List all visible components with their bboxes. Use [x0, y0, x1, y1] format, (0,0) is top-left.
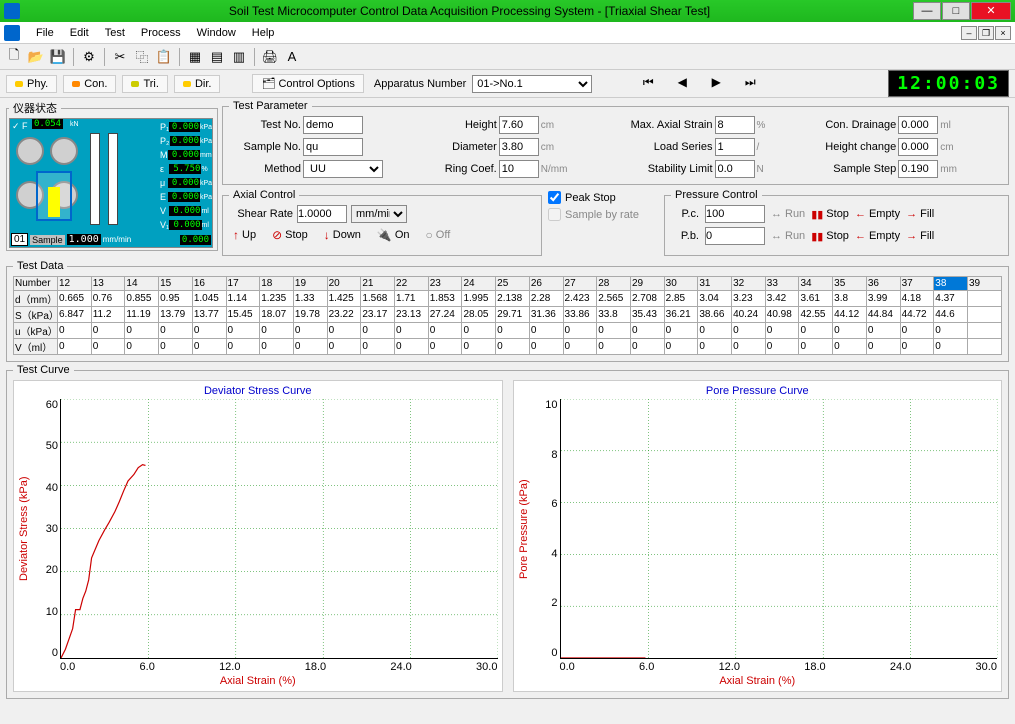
instrument-number: 01 — [11, 233, 28, 246]
axial-control-panel: Axial Control Shear Rate mm/min ↑Up ⊘Sto… — [222, 189, 542, 256]
mdi-close-button[interactable]: × — [995, 26, 1011, 40]
pb-input[interactable] — [705, 227, 765, 245]
stability-input[interactable] — [715, 160, 755, 178]
shear-rate-unit-select[interactable]: mm/min — [351, 205, 407, 223]
test-no-input[interactable] — [303, 116, 363, 134]
toolbar-main: 🗋 📂 💾 ⚙ ✂ ⿻ 📋 ▦ ▤ ▥ 🖨 A — [0, 44, 1015, 70]
peak-stop-checkbox[interactable]: Peak Stop — [548, 191, 658, 204]
control-options-button[interactable]: 🗂 Control Options — [252, 74, 363, 93]
pb-fill-button[interactable]: → Fill — [906, 230, 934, 242]
instrument-status-panel: 仪器状态 ✓ F 0.054 kN P₁0.000kPaP₂0.000kPaM0… — [6, 100, 218, 251]
pc-input[interactable] — [705, 205, 765, 223]
method-select[interactable]: UU — [303, 160, 383, 178]
ring-coef-input[interactable] — [499, 160, 539, 178]
maximize-button[interactable]: □ — [942, 2, 970, 20]
apparatus-label: Apparatus Number — [374, 78, 466, 90]
app-icon — [4, 3, 20, 19]
height-input[interactable] — [499, 116, 539, 134]
stop-button[interactable]: ⊘Stop — [268, 227, 312, 243]
tab-phy[interactable]: Phy. — [6, 75, 57, 93]
tab-dir[interactable]: Dir. — [174, 75, 221, 93]
menu-test[interactable]: Test — [97, 25, 133, 41]
test-curve-panel: Test Curve Deviator Stress Curve Deviato… — [6, 364, 1009, 699]
test-data-panel: Test Data Number121314151617181920212223… — [6, 260, 1009, 362]
print-icon[interactable]: 🖨 — [260, 47, 280, 67]
mdi-minimize-button[interactable]: – — [961, 26, 977, 40]
menu-edit[interactable]: Edit — [62, 25, 97, 41]
shear-rate-input[interactable] — [297, 205, 347, 223]
close-button[interactable]: ✕ — [971, 2, 1011, 20]
pressure-control-panel: Pressure Control P.c. ↔ Run ▮▮ Stop ← Em… — [664, 189, 1009, 256]
up-button[interactable]: ↑Up — [229, 227, 260, 243]
pb-empty-button[interactable]: ← Empty — [855, 230, 900, 242]
window-title: Soil Test Microcomputer Control Data Acq… — [26, 4, 913, 18]
tab-con[interactable]: Con. — [63, 75, 116, 93]
clock-display: 12:00:03 — [888, 70, 1009, 97]
diameter-input[interactable] — [499, 138, 539, 156]
toolbar-tabs: Phy. Con. Tri. Dir. 🗂 Control Options Ap… — [0, 70, 1015, 98]
menu-help[interactable]: Help — [244, 25, 283, 41]
menu-file[interactable]: File — [28, 25, 62, 41]
deviator-chart: Deviator Stress Curve Deviator Stress (k… — [13, 380, 503, 692]
pc-run-button[interactable]: ↔ Run — [771, 208, 805, 220]
down-button[interactable]: ↓Down — [320, 227, 365, 243]
tile-h-icon[interactable]: ▤ — [207, 47, 227, 67]
pc-fill-button[interactable]: → Fill — [906, 208, 934, 220]
on-button[interactable]: 🔌On — [373, 227, 414, 243]
font-icon[interactable]: A — [282, 47, 302, 67]
pc-empty-button[interactable]: ← Empty — [855, 208, 900, 220]
menubar: File Edit Test Process Window Help – ❐ × — [0, 22, 1015, 44]
nav-last-icon[interactable]: ⏭ — [736, 75, 764, 93]
menu-process[interactable]: Process — [133, 25, 189, 41]
nav-first-icon[interactable]: ⏮ — [634, 75, 662, 93]
off-button[interactable]: ○Off — [422, 227, 455, 243]
minimize-button[interactable]: — — [913, 2, 941, 20]
cut-icon[interactable]: ✂ — [110, 47, 130, 67]
tile-v-icon[interactable]: ▥ — [229, 47, 249, 67]
tab-tri[interactable]: Tri. — [122, 75, 167, 93]
apparatus-select[interactable]: 01->No.1 — [472, 75, 592, 93]
mdi-restore-button[interactable]: ❐ — [978, 26, 994, 40]
max-strain-input[interactable] — [715, 116, 755, 134]
copy-icon[interactable]: ⿻ — [132, 47, 152, 67]
paste-icon[interactable]: 📋 — [154, 47, 174, 67]
save-icon[interactable]: 💾 — [48, 47, 68, 67]
open-icon[interactable]: 📂 — [26, 47, 46, 67]
peak-options: Peak Stop Sample by rate — [548, 189, 658, 256]
load-series-input[interactable] — [715, 138, 755, 156]
app-icon-small — [4, 25, 20, 41]
cascade-icon[interactable]: ▦ — [185, 47, 205, 67]
pb-stop-button[interactable]: ▮▮ Stop — [811, 230, 849, 243]
data-table[interactable]: Number1213141516171819202122232425262728… — [13, 276, 1002, 355]
nav-next-icon[interactable]: ▶ — [702, 75, 730, 93]
new-icon[interactable]: 🗋 — [4, 47, 24, 67]
height-change-input[interactable] — [898, 138, 938, 156]
pore-chart: Pore Pressure Curve Pore Pressure (kPa) … — [513, 380, 1003, 692]
drainage-input[interactable] — [898, 116, 938, 134]
nav-prev-icon[interactable]: ◀ — [668, 75, 696, 93]
options-icon[interactable]: ⚙ — [79, 47, 99, 67]
pc-stop-button[interactable]: ▮▮ Stop — [811, 208, 849, 221]
sample-step-input[interactable] — [898, 160, 938, 178]
test-parameter-panel: Test Parameter Test No. Heightcm Max. Ax… — [222, 100, 1009, 185]
sample-by-rate-checkbox[interactable]: Sample by rate — [548, 208, 658, 221]
pb-run-button[interactable]: ↔ Run — [771, 230, 805, 242]
titlebar: Soil Test Microcomputer Control Data Acq… — [0, 0, 1015, 22]
instrument-graphic: ✓ F 0.054 kN P₁0.000kPaP₂0.000kPaM0.000m… — [9, 118, 213, 248]
menu-window[interactable]: Window — [189, 25, 244, 41]
sample-no-input[interactable] — [303, 138, 363, 156]
